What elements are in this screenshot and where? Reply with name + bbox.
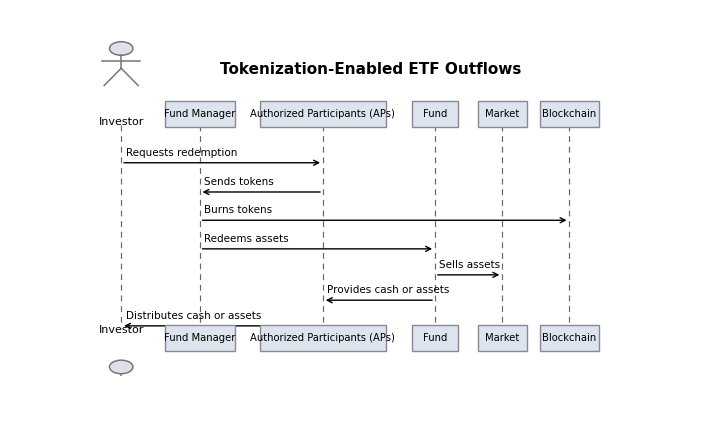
Text: Distributes cash or assets: Distributes cash or assets <box>126 311 261 321</box>
Text: Sells assets: Sells assets <box>440 260 500 270</box>
FancyBboxPatch shape <box>165 325 235 351</box>
Text: Market: Market <box>485 333 519 343</box>
FancyBboxPatch shape <box>540 325 599 351</box>
Text: Tokenization-Enabled ETF Outflows: Tokenization-Enabled ETF Outflows <box>220 62 521 77</box>
Text: Redeems assets: Redeems assets <box>204 234 288 243</box>
FancyBboxPatch shape <box>478 325 527 351</box>
Text: Burns tokens: Burns tokens <box>204 205 273 215</box>
Text: Fund: Fund <box>423 109 447 119</box>
Text: Sends tokens: Sends tokens <box>204 177 274 187</box>
Text: Investor: Investor <box>98 117 144 127</box>
Text: Authorized Participants (APs): Authorized Participants (APs) <box>250 333 395 343</box>
FancyBboxPatch shape <box>540 101 599 127</box>
Text: Blockchain: Blockchain <box>542 333 596 343</box>
FancyBboxPatch shape <box>260 101 386 127</box>
Text: Fund: Fund <box>423 333 447 343</box>
FancyBboxPatch shape <box>165 101 235 127</box>
FancyBboxPatch shape <box>412 325 458 351</box>
FancyBboxPatch shape <box>478 101 527 127</box>
Text: Requests redemption: Requests redemption <box>126 148 237 157</box>
Text: Provides cash or assets: Provides cash or assets <box>328 285 450 295</box>
FancyBboxPatch shape <box>260 325 386 351</box>
Text: Fund Manager: Fund Manager <box>164 333 235 343</box>
Text: Fund Manager: Fund Manager <box>164 109 235 119</box>
Circle shape <box>109 360 133 374</box>
Text: Authorized Participants (APs): Authorized Participants (APs) <box>250 109 395 119</box>
Circle shape <box>109 42 133 55</box>
Text: Market: Market <box>485 109 519 119</box>
FancyBboxPatch shape <box>412 101 458 127</box>
Text: Blockchain: Blockchain <box>542 109 596 119</box>
Text: Investor: Investor <box>98 325 144 335</box>
